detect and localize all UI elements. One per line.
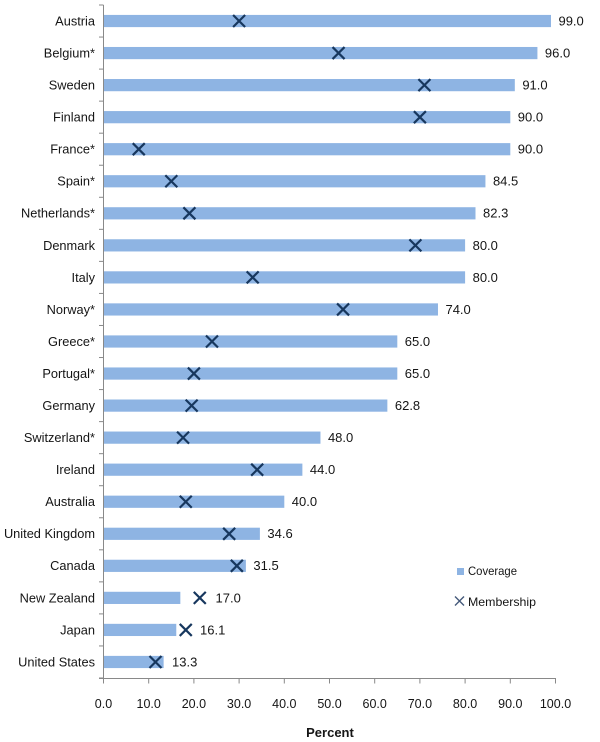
svg-text:20.0: 20.0 <box>182 697 206 711</box>
svg-text:40.0: 40.0 <box>272 697 296 711</box>
svg-text:84.5: 84.5 <box>493 174 518 189</box>
svg-text:40.0: 40.0 <box>292 494 317 509</box>
svg-text:80.0: 80.0 <box>473 238 498 253</box>
svg-text:Austria: Austria <box>55 13 96 28</box>
svg-text:New Zealand: New Zealand <box>20 590 95 605</box>
svg-text:Sweden: Sweden <box>49 78 95 93</box>
svg-text:48.0: 48.0 <box>328 430 353 445</box>
svg-text:13.3: 13.3 <box>172 654 197 669</box>
svg-text:65.0: 65.0 <box>405 334 430 349</box>
svg-text:74.0: 74.0 <box>445 302 470 317</box>
svg-text:0.0: 0.0 <box>95 697 112 711</box>
svg-text:Germany: Germany <box>42 398 95 413</box>
svg-text:99.0: 99.0 <box>558 13 583 28</box>
svg-text:80.0: 80.0 <box>453 697 477 711</box>
svg-text:Australia: Australia <box>45 494 96 509</box>
svg-text:10.0: 10.0 <box>137 697 161 711</box>
svg-text:Netherlands*: Netherlands* <box>21 206 95 221</box>
svg-text:Spain*: Spain* <box>57 174 95 189</box>
svg-text:Greece*: Greece* <box>48 334 95 349</box>
svg-text:Switzerland*: Switzerland* <box>24 430 95 445</box>
svg-text:44.0: 44.0 <box>310 462 335 477</box>
svg-text:31.5: 31.5 <box>253 558 278 573</box>
svg-text:Coverage: Coverage <box>468 564 517 578</box>
svg-text:70.0: 70.0 <box>408 697 432 711</box>
svg-text:Finland: Finland <box>53 110 95 125</box>
svg-text:34.6: 34.6 <box>267 526 292 541</box>
svg-text:80.0: 80.0 <box>473 270 498 285</box>
svg-text:United States: United States <box>18 654 95 669</box>
svg-text:62.8: 62.8 <box>395 398 420 413</box>
svg-text:United Kingdom: United Kingdom <box>4 526 95 541</box>
svg-text:Percent: Percent <box>306 725 354 740</box>
svg-text:90.0: 90.0 <box>518 142 543 157</box>
svg-text:Portugal*: Portugal* <box>42 366 95 381</box>
svg-text:17.0: 17.0 <box>216 590 241 605</box>
svg-text:60.0: 60.0 <box>363 697 387 711</box>
svg-text:91.0: 91.0 <box>522 78 547 93</box>
svg-text:50.0: 50.0 <box>317 697 341 711</box>
svg-text:France*: France* <box>50 142 95 157</box>
svg-text:Belgium*: Belgium* <box>44 45 95 60</box>
svg-text:Japan: Japan <box>60 622 95 637</box>
svg-text:82.3: 82.3 <box>483 206 508 221</box>
svg-text:Norway*: Norway* <box>47 302 95 317</box>
svg-text:90.0: 90.0 <box>518 110 543 125</box>
svg-text:65.0: 65.0 <box>405 366 430 381</box>
svg-text:100.0: 100.0 <box>540 697 571 711</box>
svg-text:Italy: Italy <box>72 270 96 285</box>
svg-text:Denmark: Denmark <box>43 238 96 253</box>
svg-text:30.0: 30.0 <box>227 697 251 711</box>
svg-text:Ireland: Ireland <box>56 462 95 477</box>
svg-text:Membership: Membership <box>468 595 536 609</box>
svg-text:96.0: 96.0 <box>545 45 570 60</box>
svg-text:90.0: 90.0 <box>498 697 522 711</box>
svg-text:16.1: 16.1 <box>200 622 225 637</box>
svg-text:Canada: Canada <box>50 558 96 573</box>
